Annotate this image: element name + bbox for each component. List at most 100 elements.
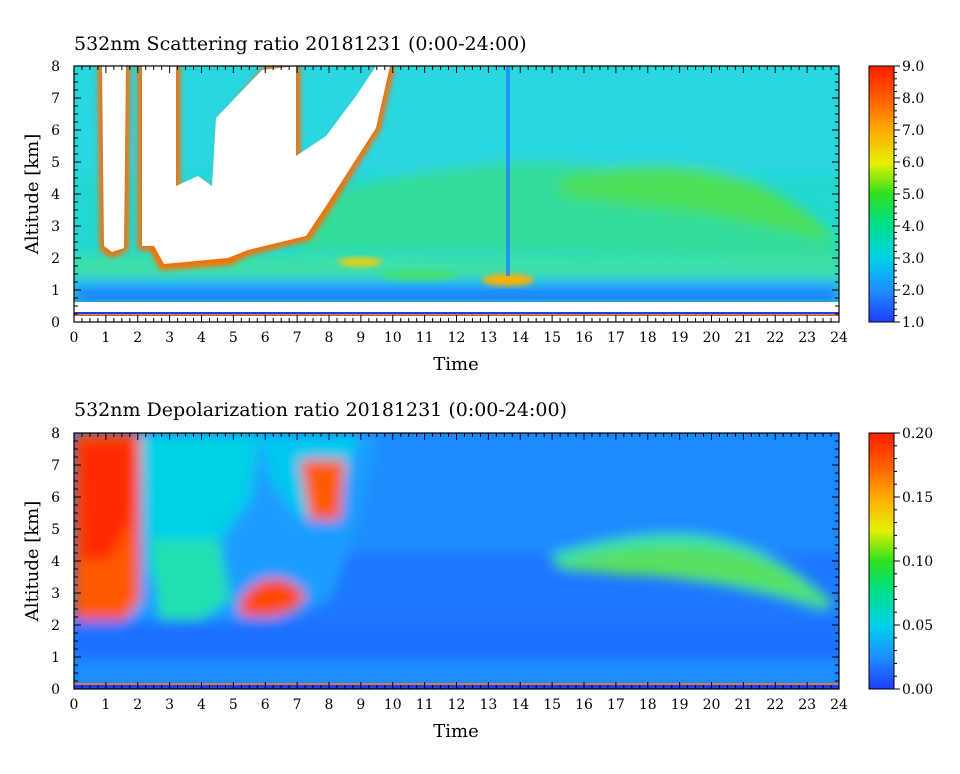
panel-1-colorbar: [868, 65, 895, 323]
colorbar-tick-label: 7.0: [902, 123, 924, 139]
panel-1-ylabel: Altitude [km]: [22, 134, 43, 256]
y-tick-label: 2: [51, 618, 60, 634]
x-tick-label: 10: [384, 330, 402, 346]
panel-2-ylabel: Altitude [km]: [22, 501, 43, 623]
y-tick-label: 5: [51, 155, 60, 171]
y-tick-label: 0: [51, 315, 60, 331]
colorbar-tick-label: 6.0: [902, 155, 924, 171]
x-tick-label: 12: [448, 330, 466, 346]
x-tick-label: 21: [734, 330, 752, 346]
panel-1-y-axis: 0 1 2 3 4 5 6 7 8: [51, 59, 839, 331]
x-tick-label: 5: [229, 697, 238, 713]
x-tick-label: 13: [479, 330, 497, 346]
x-tick-label: 15: [543, 330, 561, 346]
x-tick-label: 1: [101, 697, 110, 713]
x-tick-label: 12: [448, 697, 466, 713]
y-tick-label: 7: [51, 91, 60, 107]
x-tick-label: 0: [70, 697, 79, 713]
x-tick-label: 13: [479, 697, 497, 713]
x-tick-label: 22: [766, 330, 784, 346]
x-tick-label: 6: [261, 330, 270, 346]
panel-2-xlabel: Time: [433, 721, 478, 742]
colorbar-tick-label: 9.0: [902, 59, 924, 75]
x-tick-label: 10: [384, 697, 402, 713]
x-tick-label: 16: [575, 697, 593, 713]
x-tick-label: 23: [798, 697, 816, 713]
x-tick-label: 4: [197, 330, 206, 346]
x-tick-label: 23: [798, 330, 816, 346]
cloud-region-1: [102, 66, 126, 252]
panel-2-heatmap: [74, 433, 839, 689]
colorbar-tick-label: 8.0: [902, 91, 924, 107]
x-tick-label: 22: [766, 697, 784, 713]
panel-1-colorbar-ticks: 1.0 2.0 3.0 4.0 5.0 6.0 7.0 8.0 9.0: [894, 59, 924, 331]
x-tick-label: 21: [734, 697, 752, 713]
x-tick-label: 6: [261, 697, 270, 713]
colorbar-tick-label: 4.0: [902, 219, 924, 235]
panel-2-y-axis: 0 1 2 3 4 5 6 7 8: [51, 426, 839, 698]
y-tick-label: 1: [51, 283, 60, 299]
colorbar-tick-label: 2.0: [902, 283, 924, 299]
panel-2-colorbar: [868, 432, 895, 690]
x-tick-label: 1: [101, 330, 110, 346]
x-tick-label: 24: [830, 330, 848, 346]
colorbar-tick-label: 5.0: [902, 187, 924, 203]
colorbar-tick-label: 0.20: [902, 426, 933, 442]
panel-2-colorbar-ticks: 0.00 0.05 0.10 0.15 0.20: [894, 426, 933, 698]
x-tick-label: 14: [511, 697, 529, 713]
x-tick-label: 9: [356, 697, 365, 713]
x-tick-label: 2: [133, 330, 142, 346]
y-tick-label: 2: [51, 251, 60, 267]
panel-scattering-ratio: 532nm Scattering ratio 20181231 (0:00-24…: [22, 33, 924, 375]
y-tick-label: 4: [51, 554, 60, 570]
panel-1-title: 532nm Scattering ratio 20181231 (0:00-24…: [74, 33, 527, 55]
panel-1-xlabel: Time: [433, 354, 478, 375]
y-tick-label: 8: [51, 426, 60, 442]
x-tick-label: 5: [229, 330, 238, 346]
x-tick-label: 17: [607, 330, 625, 346]
y-tick-label: 8: [51, 59, 60, 75]
colorbar-tick-label: 0.05: [902, 618, 933, 634]
panel-depolarization-ratio: 532nm Depolarization ratio 20181231 (0:0…: [22, 399, 933, 742]
x-tick-label: 15: [543, 697, 561, 713]
colorbar-tick-label: 1.0: [902, 315, 924, 331]
x-tick-label: 24: [830, 697, 848, 713]
x-tick-label: 20: [703, 697, 721, 713]
x-tick-label: 7: [293, 330, 302, 346]
x-tick-label: 18: [639, 330, 657, 346]
y-tick-label: 7: [51, 458, 60, 474]
x-tick-label: 3: [165, 697, 174, 713]
x-tick-label: 8: [325, 330, 334, 346]
y-tick-label: 0: [51, 682, 60, 698]
x-tick-label: 4: [197, 697, 206, 713]
x-tick-label: 19: [671, 697, 689, 713]
y-tick-label: 5: [51, 522, 60, 538]
x-tick-label: 11: [416, 330, 434, 346]
x-tick-label: 16: [575, 330, 593, 346]
panel-2-x-axis: 0 1 2 3 4 5 6 7 8 9 10 11 12 13 14 15 16 17 18 19 20 21 22 23 24: [70, 433, 848, 713]
colorbar-tick-label: 0.10: [902, 554, 933, 570]
x-tick-label: 8: [325, 697, 334, 713]
colorbar-tick-label: 3.0: [902, 251, 924, 267]
cloud-region-2: [142, 66, 390, 264]
x-tick-label: 2: [133, 697, 142, 713]
y-tick-label: 6: [51, 490, 60, 506]
x-tick-label: 19: [671, 330, 689, 346]
x-tick-label: 0: [70, 330, 79, 346]
colorbar-tick-label: 0.00: [902, 682, 933, 698]
colorbar-tick-label: 0.15: [902, 490, 933, 506]
x-tick-label: 9: [356, 330, 365, 346]
x-tick-label: 20: [703, 330, 721, 346]
y-tick-label: 6: [51, 123, 60, 139]
x-tick-label: 3: [165, 330, 174, 346]
y-tick-label: 4: [51, 187, 60, 203]
panel-2-title: 532nm Depolarization ratio 20181231 (0:0…: [74, 399, 567, 421]
x-tick-label: 17: [607, 697, 625, 713]
x-tick-label: 18: [639, 697, 657, 713]
y-tick-label: 3: [51, 586, 60, 602]
y-tick-label: 1: [51, 650, 60, 666]
x-tick-label: 11: [416, 697, 434, 713]
y-tick-label: 3: [51, 219, 60, 235]
